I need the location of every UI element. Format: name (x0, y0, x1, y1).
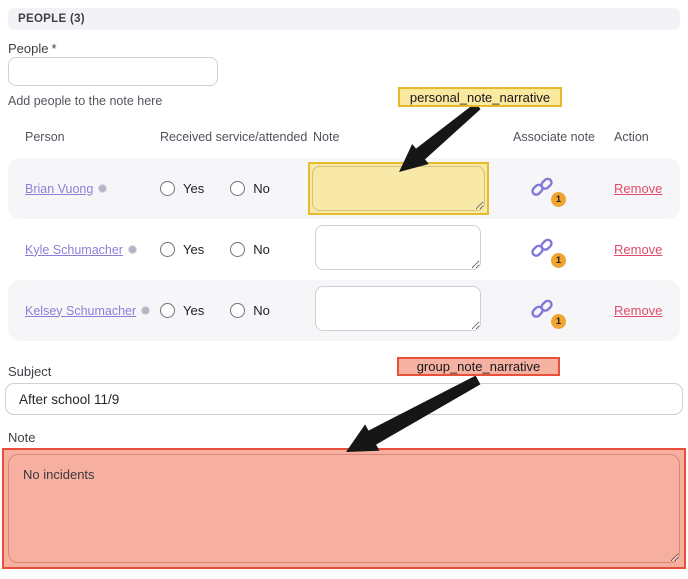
header-note: Note (313, 130, 340, 144)
header-person: Person (25, 130, 65, 144)
section-title: PEOPLE (3) (18, 13, 85, 25)
group-note-highlight: No incidents (2, 448, 686, 569)
associate-count-badge: 1 (551, 313, 566, 329)
annotation-personal-note-narrative: personal_note_narrative (398, 87, 562, 107)
header-associate-note: Associate note (513, 130, 595, 144)
group-note-label: Note (8, 430, 36, 445)
subject-input[interactable] (5, 383, 683, 415)
person-info-icon (127, 245, 137, 254)
person-info-icon (98, 184, 108, 193)
chain-link-icon (531, 299, 553, 318)
table-row: Brian Vuong Yes No (8, 158, 680, 219)
radio-yes[interactable] (160, 242, 175, 257)
remove-button[interactable]: Remove (614, 180, 663, 196)
person-note-textarea[interactable] (315, 224, 481, 270)
annotation-group-note-narrative: group_note_narrative (397, 357, 560, 376)
section-header: PEOPLE (3) (8, 8, 680, 30)
chain-link-icon (531, 238, 553, 257)
subject-field-label: Subject (8, 364, 52, 379)
radio-yes-label: Yes (183, 303, 205, 318)
radio-no-label: No (253, 242, 270, 257)
person-link[interactable]: Kelsey Schumacher (25, 303, 137, 318)
associate-count-badge: 1 (551, 191, 566, 207)
radio-no[interactable] (230, 303, 246, 318)
radio-no[interactable] (230, 242, 246, 257)
associate-note-button[interactable]: 1 (529, 174, 566, 207)
chain-link-icon (531, 177, 553, 196)
header-received: Received service/attended (160, 130, 308, 144)
people-field-label: People * (8, 41, 57, 56)
associate-note-button[interactable]: 1 (529, 296, 566, 329)
radio-no-label: No (253, 303, 270, 318)
personal-note-highlight (308, 162, 489, 215)
person-link[interactable]: Brian Vuong (25, 181, 94, 196)
table-row: Kyle Schumacher Yes No (8, 219, 680, 280)
associate-count-badge: 1 (551, 252, 566, 268)
remove-button[interactable]: Remove (614, 302, 663, 318)
remove-button[interactable]: Remove (614, 241, 663, 257)
radio-yes[interactable] (160, 303, 175, 318)
person-link[interactable]: Kyle Schumacher (25, 242, 123, 257)
person-note-textarea[interactable] (312, 166, 485, 211)
people-table: Person Received service/attended Note As… (8, 130, 680, 341)
radio-yes-label: Yes (183, 242, 205, 257)
person-info-icon (141, 306, 151, 315)
associate-note-button[interactable]: 1 (529, 235, 566, 268)
people-input[interactable] (8, 57, 218, 86)
radio-yes[interactable] (160, 181, 175, 196)
people-helper-text: Add people to the note here (8, 94, 163, 108)
radio-yes-label: Yes (183, 181, 205, 196)
radio-no-label: No (253, 181, 270, 196)
required-asterisk: * (51, 41, 57, 56)
table-row: Kelsey Schumacher Yes No (8, 280, 680, 341)
person-note-textarea[interactable] (315, 285, 481, 331)
table-header-row: Person Received service/attended Note As… (8, 130, 680, 158)
group-note-textarea[interactable]: No incidents (8, 454, 680, 563)
header-action: Action (614, 130, 649, 144)
radio-no[interactable] (230, 181, 246, 196)
